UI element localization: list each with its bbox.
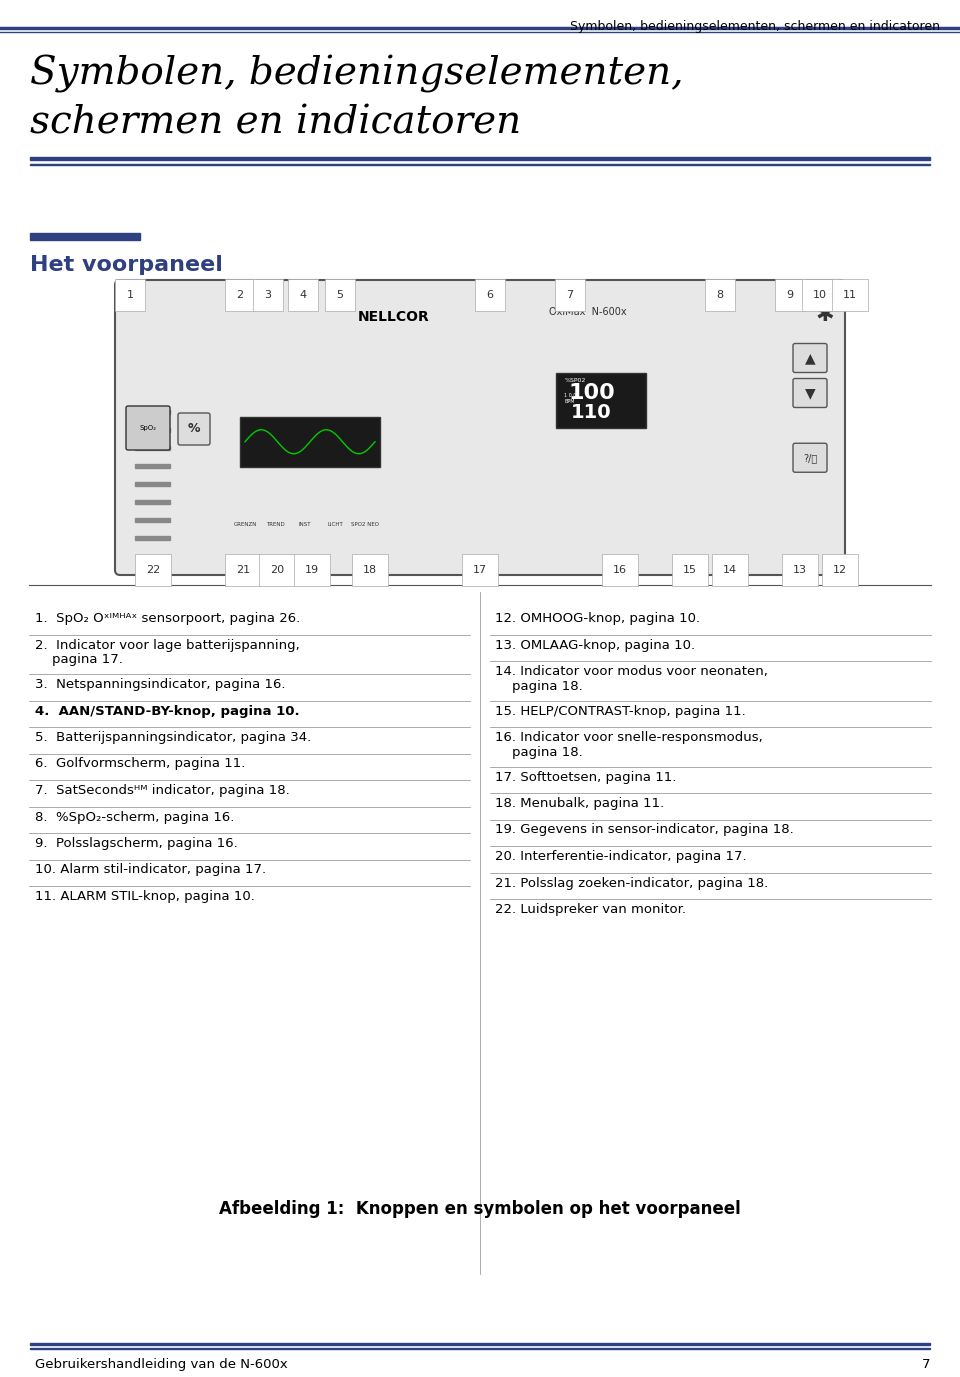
- Text: 10. Alarm stil-indicator, pagina 17.: 10. Alarm stil-indicator, pagina 17.: [35, 863, 266, 877]
- Text: ▲: ▲: [804, 351, 815, 365]
- Text: schermen en indicatoren: schermen en indicatoren: [30, 105, 521, 142]
- Text: Symbolen, bedieningselementen, schermen en indicatoren: Symbolen, bedieningselementen, schermen …: [570, 21, 940, 33]
- Text: Gebruikershandleiding van de N-600x: Gebruikershandleiding van de N-600x: [35, 1358, 288, 1371]
- Text: 11: 11: [843, 291, 857, 300]
- Text: 100: 100: [568, 383, 614, 403]
- Text: 20. Interferentie-indicator, pagina 17.: 20. Interferentie-indicator, pagina 17.: [495, 850, 747, 863]
- Text: SPO2 NEO: SPO2 NEO: [351, 522, 379, 527]
- Text: 18: 18: [363, 565, 377, 576]
- Bar: [135, 410, 170, 414]
- Bar: [135, 446, 170, 450]
- Text: 2.  Indicator voor lage batterijspanning,
    pagina 17.: 2. Indicator voor lage batterijspanning,…: [35, 639, 300, 666]
- Text: 17. Softtoetsen, pagina 11.: 17. Softtoetsen, pagina 11.: [495, 771, 677, 784]
- Text: 11. ALARM STIL-knop, pagina 10.: 11. ALARM STIL-knop, pagina 10.: [35, 890, 254, 903]
- Text: 1: 1: [127, 291, 133, 300]
- Text: 22: 22: [146, 565, 160, 576]
- FancyBboxPatch shape: [793, 443, 827, 472]
- Text: 1.  SpO₂ Oˣᴵᴹᴴᴬˣ sensorpoort, pagina 26.: 1. SpO₂ Oˣᴵᴹᴴᴬˣ sensorpoort, pagina 26.: [35, 611, 300, 625]
- Text: Symbolen, bedieningselementen,: Symbolen, bedieningselementen,: [30, 55, 684, 94]
- Text: 15. HELP/CONTRAST-knop, pagina 11.: 15. HELP/CONTRAST-knop, pagina 11.: [495, 705, 746, 717]
- Text: 5: 5: [337, 291, 344, 300]
- Text: NELLCOR: NELLCOR: [358, 310, 429, 324]
- Text: 8: 8: [716, 291, 724, 300]
- Text: 21. Polsslag zoeken-indicator, pagina 18.: 21. Polsslag zoeken-indicator, pagina 18…: [495, 877, 768, 890]
- Text: 14: 14: [723, 565, 737, 576]
- Text: 12. OMHOOG-knop, pagina 10.: 12. OMHOOG-knop, pagina 10.: [495, 611, 700, 625]
- Text: 15: 15: [683, 565, 697, 576]
- Text: 16. Indicator voor snelle-responsmodus,
    pagina 18.: 16. Indicator voor snelle-responsmodus, …: [495, 731, 763, 759]
- Text: %SP02: %SP02: [564, 379, 586, 383]
- Text: OxiMax  N-600x: OxiMax N-600x: [549, 307, 627, 317]
- Text: 19: 19: [305, 565, 319, 576]
- Text: 3.  Netspanningsindicator, pagina 16.: 3. Netspanningsindicator, pagina 16.: [35, 677, 285, 691]
- Text: TREND: TREND: [266, 522, 284, 527]
- FancyBboxPatch shape: [793, 379, 827, 408]
- Text: 9.  Polsslagscherm, pagina 16.: 9. Polsslagscherm, pagina 16.: [35, 837, 238, 850]
- Text: INST: INST: [299, 522, 311, 527]
- Text: 22. Luidspreker van monitor.: 22. Luidspreker van monitor.: [495, 903, 686, 916]
- Text: ?/⏻: ?/⏻: [803, 453, 817, 463]
- Bar: [240, 417, 380, 467]
- Text: 10: 10: [813, 291, 827, 300]
- Text: GRENZN: GRENZN: [233, 522, 256, 527]
- Bar: [135, 536, 170, 540]
- Text: 18. Menubalk, pagina 11.: 18. Menubalk, pagina 11.: [495, 797, 664, 810]
- Text: 7: 7: [566, 291, 573, 300]
- Text: 6.  Golfvormscherm, pagina 11.: 6. Golfvormscherm, pagina 11.: [35, 757, 246, 771]
- FancyBboxPatch shape: [115, 280, 845, 576]
- Text: 2: 2: [236, 291, 244, 300]
- Bar: [557, 373, 646, 428]
- Text: Het voorpaneel: Het voorpaneel: [30, 255, 223, 275]
- FancyBboxPatch shape: [793, 343, 827, 373]
- Bar: [30, 1343, 930, 1345]
- Bar: [30, 157, 930, 160]
- FancyBboxPatch shape: [126, 406, 170, 450]
- Text: 6: 6: [487, 291, 493, 300]
- Text: 4: 4: [300, 291, 306, 300]
- Text: 17: 17: [473, 565, 487, 576]
- Text: 13. OMLAAG-knop, pagina 10.: 13. OMLAAG-knop, pagina 10.: [495, 639, 695, 651]
- Text: 14. Indicator voor modus voor neonaten,
    pagina 18.: 14. Indicator voor modus voor neonaten, …: [495, 665, 768, 693]
- Text: 7.  SatSecondsᴴᴹ indicator, pagina 18.: 7. SatSecondsᴴᴹ indicator, pagina 18.: [35, 784, 290, 797]
- Text: 21: 21: [236, 565, 250, 576]
- Text: 9: 9: [786, 291, 794, 300]
- Text: LICHT: LICHT: [327, 522, 343, 527]
- Text: %: %: [188, 423, 201, 435]
- Bar: [135, 500, 170, 504]
- FancyBboxPatch shape: [178, 413, 210, 445]
- Bar: [135, 482, 170, 486]
- Text: 20: 20: [270, 565, 284, 576]
- Text: 12: 12: [833, 565, 847, 576]
- Text: 3: 3: [265, 291, 272, 300]
- Text: 1 0 0
BPM: 1 0 0 BPM: [564, 394, 577, 403]
- Text: 110: 110: [571, 403, 612, 423]
- Text: 7: 7: [922, 1358, 930, 1371]
- Text: ▼: ▼: [804, 387, 815, 401]
- Text: 4.  AAN/STAND-BY-knop, pagina 10.: 4. AAN/STAND-BY-knop, pagina 10.: [35, 705, 300, 717]
- Text: 5.  Batterijspanningsindicator, pagina 34.: 5. Batterijspanningsindicator, pagina 34…: [35, 731, 311, 744]
- Bar: [30, 233, 140, 240]
- Text: 19. Gegevens in sensor-indicator, pagina 18.: 19. Gegevens in sensor-indicator, pagina…: [495, 823, 794, 836]
- Text: Afbeelding 1:  Knoppen en symbolen op het voorpaneel: Afbeelding 1: Knoppen en symbolen op het…: [219, 1199, 741, 1219]
- Text: ✱: ✱: [816, 304, 834, 325]
- Text: 16: 16: [613, 565, 627, 576]
- Bar: [135, 518, 170, 522]
- Bar: [30, 164, 930, 165]
- Bar: [135, 428, 170, 432]
- Text: SpO₂: SpO₂: [139, 425, 156, 431]
- Text: 8.  %SpO₂-scherm, pagina 16.: 8. %SpO₂-scherm, pagina 16.: [35, 811, 234, 823]
- Text: 13: 13: [793, 565, 807, 576]
- Bar: [135, 464, 170, 468]
